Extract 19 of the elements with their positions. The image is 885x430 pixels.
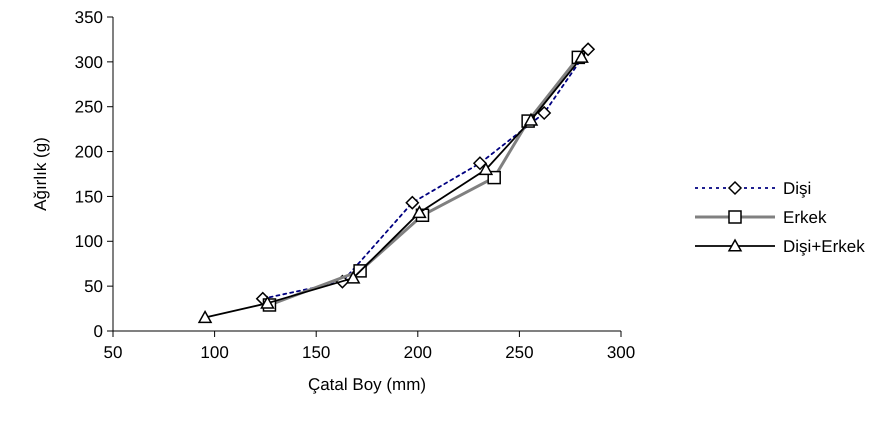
x-tick-label: 50 <box>104 343 122 362</box>
y-tick-label: 0 <box>94 322 103 341</box>
y-tick-label: 100 <box>74 232 103 252</box>
legend-label: Erkek <box>783 208 827 227</box>
legend-label: Dişi+Erkek <box>783 236 866 256</box>
y-axis-title: Ağırlık (g) <box>31 137 50 211</box>
y-tick-label: 150 <box>74 187 103 206</box>
x-tick-label: 300 <box>606 343 636 362</box>
y-tick-label: 50 <box>84 277 103 296</box>
x-tick-label: 200 <box>404 343 432 362</box>
x-tick-label: 250 <box>505 343 534 362</box>
x-tick-label: 100 <box>200 343 229 362</box>
y-tick-label: 200 <box>74 142 103 162</box>
legend-label: Dişi <box>783 178 812 198</box>
y-tick-label: 350 <box>74 8 103 27</box>
y-tick-label: 250 <box>74 98 103 117</box>
x-axis-title: Çatal Boy (mm) <box>308 375 426 394</box>
y-tick-label: 300 <box>74 52 103 72</box>
x-tick-label: 150 <box>302 343 330 362</box>
